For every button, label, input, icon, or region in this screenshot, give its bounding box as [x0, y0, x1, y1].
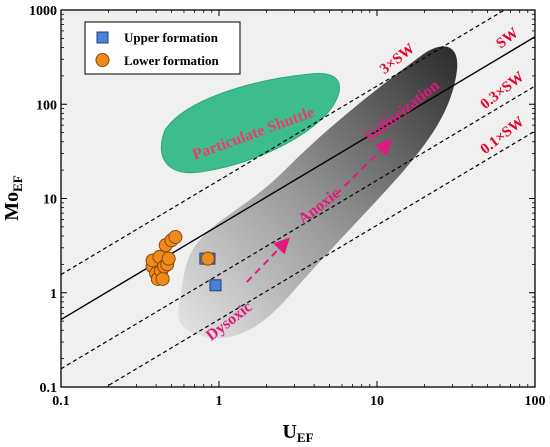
trend-arrows [246, 138, 393, 283]
data-point-lower-13 [200, 251, 215, 266]
y-tick-label-0: 0.1 [40, 381, 58, 396]
x-axis-label: UEF [282, 421, 313, 445]
y-axis-label: MoEF [1, 175, 25, 221]
x-tick-label-2: 10 [370, 394, 384, 409]
y-tick-label-1: 1 [50, 287, 57, 302]
x-tick-label-0: 0.1 [52, 394, 70, 409]
reference-lines [61, 10, 535, 387]
legend-marker-lower-formation [95, 53, 110, 67]
redox-gradient-region [178, 46, 458, 339]
trend-arrow-0 [246, 237, 290, 283]
data-points [145, 230, 222, 292]
particulate-shuttle-region [160, 73, 340, 174]
x-tick-label-3: 100 [525, 394, 546, 409]
legend-label-lower-formation: Lower formation [124, 53, 219, 68]
trend-arrow-1 [335, 138, 393, 196]
axis-ticks: 0.1 1 10 100 0.1 1 10 100 1000 [29, 4, 546, 409]
reference-line-3 [104, 130, 535, 387]
x-tick-label-1: 1 [216, 394, 223, 409]
y-tick-label-2: 10 [43, 193, 57, 208]
legend-box [84, 21, 241, 75]
reference-line-0 [61, 10, 506, 276]
legend: Upper formation Lower formation [84, 21, 241, 75]
reference-line-2 [61, 85, 535, 370]
data-point-lower-12 [168, 230, 183, 245]
data-point-upper-2 [209, 279, 222, 292]
legend-label-upper-formation: Upper formation [124, 30, 219, 45]
data-point-lower-10 [161, 251, 176, 266]
y-tick-label-3: 100 [36, 98, 57, 113]
legend-marker-upper-formation [96, 31, 109, 44]
reference-line-1 [61, 36, 535, 321]
data-point-lower-6 [155, 271, 170, 286]
y-tick-label-4: 1000 [29, 4, 57, 19]
